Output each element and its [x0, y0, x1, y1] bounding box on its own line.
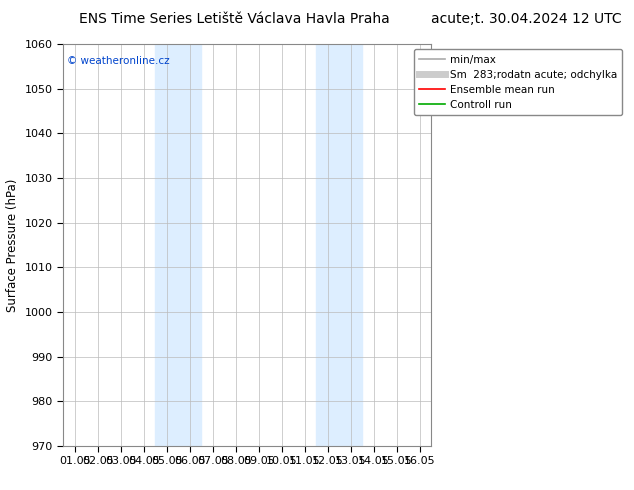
Legend: min/max, Sm  283;rodatn acute; odchylka, Ensemble mean run, Controll run: min/max, Sm 283;rodatn acute; odchylka, …	[413, 49, 623, 115]
Text: ENS Time Series Letiště Václava Havla Praha: ENS Time Series Letiště Václava Havla Pr…	[79, 12, 390, 26]
Y-axis label: Surface Pressure (hPa): Surface Pressure (hPa)	[6, 178, 19, 312]
Text: acute;t. 30.04.2024 12 UTC: acute;t. 30.04.2024 12 UTC	[430, 12, 621, 26]
Bar	[316, 44, 362, 446]
Bar	[155, 44, 201, 446]
Text: © weatheronline.cz: © weatheronline.cz	[67, 56, 170, 66]
